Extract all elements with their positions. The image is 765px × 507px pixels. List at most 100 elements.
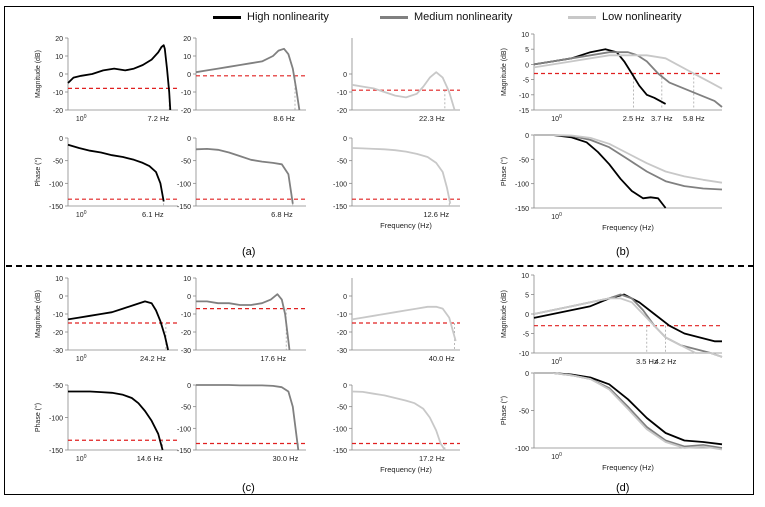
c-mag-high-series-high [67, 300, 169, 351]
a-phase-high-ylabel: Phase (°) [34, 157, 42, 186]
b-mag-ytick-label: -5 [523, 78, 529, 85]
c-mag-high-ytick-label: 0 [59, 294, 63, 301]
b-phase-xtick-label: 100 [551, 212, 562, 221]
a-phase-med-series-medium [195, 147, 294, 204]
b-mag-ylabel: Magnitude (dB) [501, 48, 508, 96]
c-mag-low-ytick-label: 0 [343, 294, 347, 301]
a-phase-low-series-low [351, 147, 452, 204]
d-mag-ytick-label: 5 [525, 293, 529, 300]
a-mag-low-ytick-label: -10 [337, 90, 347, 97]
d-mag-series-high [533, 293, 722, 343]
section-divider [6, 265, 754, 267]
c-mag-med-series-medium [196, 293, 291, 351]
b-mag-cutoff-label-1: 3.7 Hz [651, 114, 673, 123]
a-mag-high-ylabel: Magnitude (dB) [35, 50, 42, 98]
c-mag-high-ylabel: Magnitude (dB) [35, 290, 42, 338]
panel-label-b: (b) [616, 246, 630, 258]
a-phase-low-ytick-label: 0 [343, 136, 347, 143]
b-phase-ytick-label: -150 [515, 206, 529, 213]
d-mag-series-low [533, 297, 723, 358]
c-mag-low-cutoff-label-0: 40.0 Hz [429, 354, 455, 363]
legend-label-high: High nonlinearity [247, 11, 329, 23]
b-mag-ytick-label: 0 [525, 62, 529, 69]
a-phase-high-xtick-label: 100 [76, 210, 87, 219]
a-mag-med-series-medium [195, 47, 301, 111]
a-phase-high-ytick-label: -50 [53, 159, 63, 166]
d-mag-xtick-label: 100 [551, 357, 562, 366]
c-phase-high-xtick-label: 100 [76, 454, 87, 463]
d-mag-cutoff-label-0: 3.5 Hz [636, 357, 658, 366]
d-mag-ytick-label: -5 [523, 332, 529, 339]
a-phase-high-cutoff-label-0: 6.1 Hz [142, 210, 164, 219]
c-mag-high-xtick-label: 100 [76, 354, 87, 363]
a-phase-low-ytick-label: -150 [333, 204, 347, 211]
a-mag-low-ytick-label: 0 [343, 72, 347, 79]
b-mag-ytick-label: -15 [519, 108, 529, 115]
c-mag-med-ytick-label: -10 [181, 312, 191, 319]
a-phase-med-ytick-label: -150 [177, 204, 191, 211]
a-mag-low-ytick-label: -20 [337, 108, 347, 115]
c-phase-high-series-high [68, 390, 164, 451]
c-mag-high-cutoff-label-0: 24.2 Hz [140, 354, 166, 363]
c-mag-low-ytick-label: -10 [337, 312, 347, 319]
a-phase-high-ytick-label: -150 [49, 204, 63, 211]
a-phase-med-ytick-label: 0 [187, 136, 191, 143]
c-phase-med-series-medium [196, 384, 300, 451]
legend-swatch-high [213, 15, 241, 19]
b-mag-xtick-label: 100 [551, 114, 562, 123]
a-mag-high-cutoff-label-0: 7.2 Hz [148, 114, 170, 123]
d-mag-cutoff-label-1: 4.2 Hz [655, 357, 677, 366]
c-phase-med-ytick-label: -100 [177, 426, 191, 433]
a-phase-high-ytick-label: -100 [49, 181, 63, 188]
d-phase-ytick-label: -100 [515, 446, 529, 453]
legend-swatch-low [568, 15, 596, 19]
c-mag-low-series-low [351, 305, 457, 342]
b-phase-ytick-label: 0 [525, 133, 529, 140]
c-mag-high-ytick-label: 10 [55, 276, 63, 283]
b-phase-ytick-label: -100 [515, 182, 529, 189]
d-phase-ytick-label: -50 [519, 409, 529, 416]
c-phase-high-cutoff-label-0: 14.6 Hz [137, 454, 163, 463]
c-phase-low-cutoff-label-0: 17.2 Hz [419, 454, 445, 463]
a-phase-med-cutoff-label-0: 6.8 Hz [271, 210, 293, 219]
a-mag-high-ytick-label: -20 [53, 108, 63, 115]
c-mag-med-ytick-label: 10 [183, 276, 191, 283]
a-mag-med-ytick-label: 20 [183, 36, 191, 43]
legend-swatch-medium [380, 15, 408, 19]
c-phase-low-ytick-label: -100 [333, 426, 347, 433]
c-phase-low-ytick-label: 0 [343, 383, 347, 390]
d-phase-series-medium [534, 372, 723, 449]
a-phase-low-ytick-label: -100 [333, 181, 347, 188]
a-phase-med-ytick-label: -100 [177, 181, 191, 188]
c-phase-high-ytick-label: -150 [49, 448, 63, 455]
a-phase-low-ytick-label: -50 [337, 159, 347, 166]
c-mag-med-cutoff-label-0: 17.6 Hz [260, 354, 286, 363]
c-mag-med-ytick-label: 0 [187, 294, 191, 301]
d-phase-xtick-label: 100 [551, 452, 562, 461]
b-phase-xlabel: Frequency (Hz) [602, 223, 654, 232]
legend-item-low: Low nonlinearity [568, 8, 682, 26]
a-mag-high-ytick-label: 20 [55, 36, 63, 43]
legend-item-medium: Medium nonlinearity [380, 8, 512, 26]
b-mag-series-medium [533, 51, 723, 108]
c-mag-high-ytick-label: -30 [53, 348, 63, 355]
legend-item-high: High nonlinearity [213, 8, 329, 26]
c-phase-high-ytick-label: -100 [49, 416, 63, 423]
a-phase-high-ytick-label: 0 [59, 136, 63, 143]
panel-label-a: (a) [242, 246, 256, 258]
a-mag-med-cutoff-label-0: 8.6 Hz [273, 114, 295, 123]
b-mag-cutoff-label-0: 2.5 Hz [623, 114, 645, 123]
panel-label-d: (d) [616, 482, 630, 494]
b-mag-ytick-label: -10 [519, 93, 529, 100]
a-mag-high-xtick-label: 100 [76, 114, 87, 123]
d-mag-ytick-label: -10 [519, 351, 529, 358]
a-mag-med-ytick-label: -10 [181, 90, 191, 97]
legend: High nonlinearity Medium nonlinearity Lo… [0, 8, 765, 28]
c-mag-high-ytick-label: -10 [53, 312, 63, 319]
a-mag-low-cutoff-label-0: 22.3 Hz [419, 114, 445, 123]
c-phase-high-ylabel: Phase (°) [34, 403, 42, 432]
b-phase-ytick-label: -50 [519, 157, 529, 164]
a-mag-med-ytick-label: 10 [183, 54, 191, 61]
b-phase-series-low [534, 134, 723, 184]
